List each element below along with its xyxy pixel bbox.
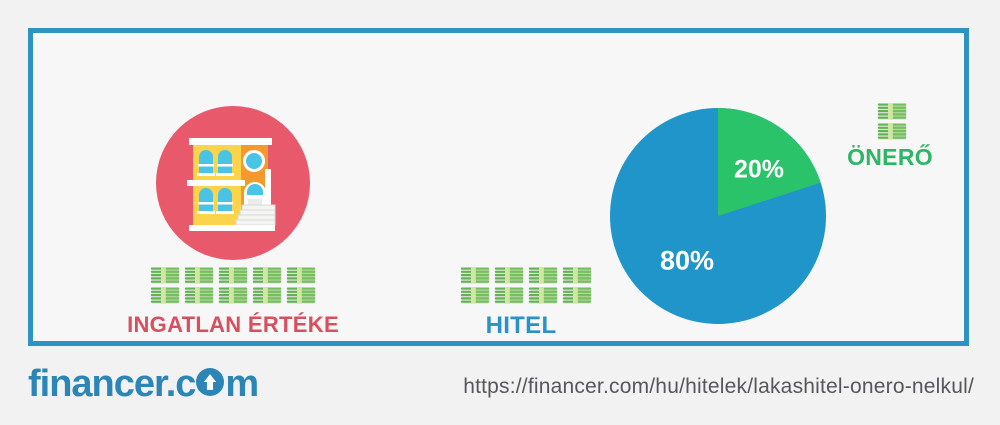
money-stack-icon [877,123,907,139]
money-stack-icon [528,267,558,283]
equity-label: ÖNERŐ [847,144,933,170]
money-stack-icon [877,103,907,119]
money-stack-icon [184,287,214,303]
pie-chart: 20% 80% [610,108,826,324]
money-stack-icon [252,287,282,303]
pie-slice-equity [718,108,821,216]
money-stack-icon [218,267,248,283]
building-illustration [187,138,276,231]
money-stack-icon [184,267,214,283]
money-stack-icon [528,287,558,303]
financer-logo: financer.c m [28,363,259,406]
money-stack-icon [150,287,180,303]
money-stack-icon [286,287,316,303]
money-stack-icon [286,267,316,283]
money-stack-icon [562,287,592,303]
money-stack-icon [460,267,490,283]
money-stack-icon [252,267,282,283]
source-url: https://financer.com/hu/hitelek/lakashit… [463,375,974,398]
money-stack-icon [460,287,490,303]
building-icon [156,106,310,260]
money-stack-icon [562,267,592,283]
money-stack-icon [494,287,524,303]
property-money-icons [150,267,318,303]
money-stack-icon [150,267,180,283]
pie-label-20: 20% [733,155,785,184]
equity-money-icons [877,103,907,139]
arrow-up-circle-icon [196,368,225,396]
property-label: INGATLAN ÉRTÉKE [127,312,339,337]
pie-chart-svg [610,108,826,324]
loan-money-icons [460,267,594,303]
logo-text-post: m [225,363,259,405]
pie-label-80: 80% [659,245,715,276]
money-stack-icon [218,287,248,303]
logo-text-pre: financer.c [28,363,196,405]
infographic-card: INGATLAN ÉRTÉKE [28,28,969,346]
loan-label: HITEL [485,312,557,339]
money-stack-icon [494,267,524,283]
